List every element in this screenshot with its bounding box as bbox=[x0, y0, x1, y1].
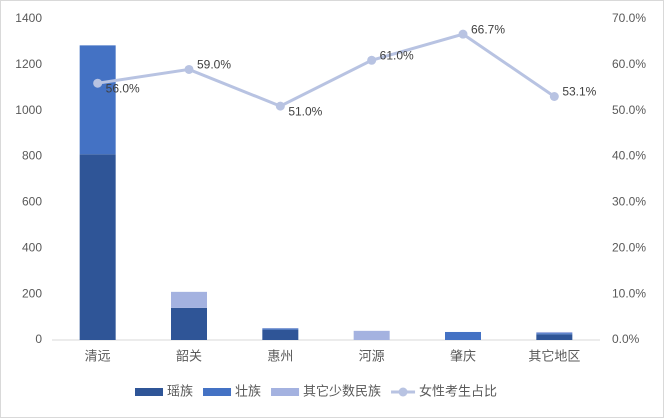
x-tick-label: 河源 bbox=[359, 348, 385, 363]
x-tick-label: 韶关 bbox=[176, 348, 202, 363]
y-tick-label: 600 bbox=[22, 195, 42, 209]
line bbox=[97, 32, 556, 108]
bar-segment bbox=[171, 307, 207, 340]
y-tick-label: 200 bbox=[22, 286, 42, 300]
bar-segment bbox=[536, 334, 573, 340]
line-point bbox=[184, 64, 194, 74]
line-point bbox=[367, 55, 377, 65]
y2-tick-label: 0.0% bbox=[612, 332, 640, 346]
legend-label: 其它少数民族 bbox=[303, 383, 381, 398]
y-tick-label: 1000 bbox=[15, 103, 42, 117]
bar-segment bbox=[79, 154, 116, 340]
bar-segment bbox=[536, 333, 573, 335]
bar-segment bbox=[262, 329, 299, 340]
y2-tick-label: 50.0% bbox=[612, 103, 646, 117]
bar-segment bbox=[445, 331, 481, 340]
line-point bbox=[275, 101, 285, 111]
legend-swatch bbox=[135, 388, 163, 396]
bar-segment bbox=[79, 45, 116, 155]
data-label: 56.0% bbox=[106, 81, 140, 95]
bar-segment bbox=[171, 291, 207, 308]
x-tick-label: 惠州 bbox=[267, 348, 293, 363]
bar-segment bbox=[536, 331, 573, 334]
legend-label: 女性考生占比 bbox=[419, 383, 497, 398]
line-point bbox=[458, 29, 468, 39]
line-point bbox=[93, 78, 103, 88]
legend-swatch bbox=[398, 387, 408, 397]
y-tick-label: 1400 bbox=[15, 11, 42, 25]
x-tick-label: 肇庆 bbox=[450, 348, 476, 363]
data-label: 53.1% bbox=[562, 85, 596, 99]
data-label: 51.0% bbox=[288, 104, 322, 118]
y-tick-label: 800 bbox=[22, 149, 42, 163]
x-tick-label: 其它地区 bbox=[528, 348, 580, 363]
legend-swatch bbox=[203, 388, 232, 396]
y2-tick-label: 60.0% bbox=[612, 57, 646, 71]
x-tick-label: 清远 bbox=[85, 348, 111, 363]
data-label: 66.7% bbox=[471, 22, 505, 36]
legend-label: 瑶族 bbox=[167, 383, 193, 398]
y2-tick-label: 10.0% bbox=[612, 286, 646, 300]
data-label: 59.0% bbox=[197, 58, 231, 72]
data-label: 61.0% bbox=[380, 48, 414, 62]
y2-tick-label: 70.0% bbox=[612, 11, 646, 25]
y-tick-label: 400 bbox=[22, 240, 42, 254]
legend-swatch bbox=[271, 388, 300, 396]
y-tick-label: 0 bbox=[35, 332, 42, 346]
y-tick-label: 1200 bbox=[15, 57, 42, 71]
y2-tick-label: 40.0% bbox=[612, 149, 646, 163]
line-point bbox=[549, 91, 559, 101]
bar-segment bbox=[353, 330, 390, 340]
y2-tick-label: 30.0% bbox=[612, 195, 646, 209]
y2-tick-label: 20.0% bbox=[612, 240, 646, 254]
bar-segment bbox=[262, 328, 299, 330]
legend-label: 壮族 bbox=[235, 383, 261, 398]
